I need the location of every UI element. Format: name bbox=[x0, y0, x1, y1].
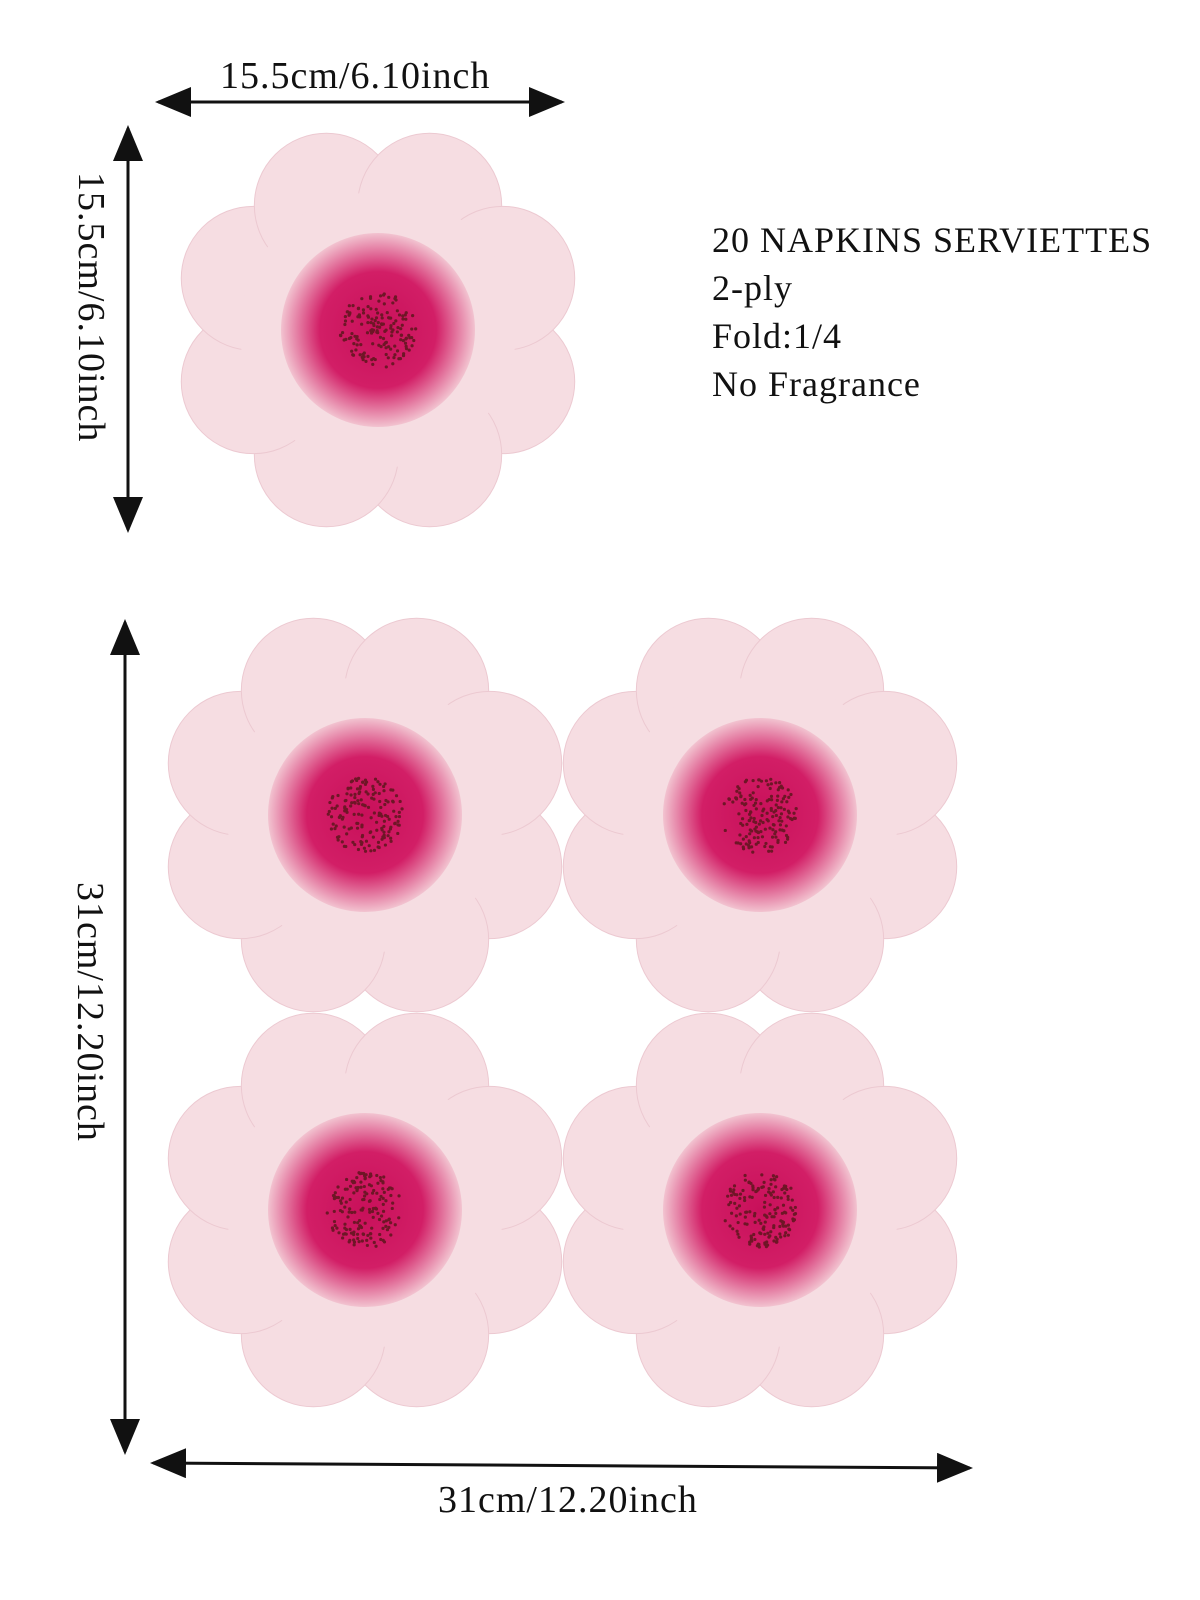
flower-center bbox=[663, 718, 857, 912]
info-fold: Fold:1/4 bbox=[712, 316, 843, 356]
info-ply: 2-ply bbox=[712, 268, 793, 308]
unfolded-quarter-tl bbox=[167, 617, 563, 1013]
single-height-label: 15.5cm/6.10inch bbox=[70, 172, 112, 443]
unfolded-quarter-bl bbox=[167, 1012, 563, 1408]
flower-center bbox=[268, 1113, 462, 1307]
unfolded-height-label: 31cm/12.20inch bbox=[69, 882, 111, 1142]
unfolded-width-arrow bbox=[150, 1448, 973, 1483]
single-width-label: 15.5cm/6.10inch bbox=[220, 55, 491, 97]
flower-center bbox=[663, 1113, 857, 1307]
unfolded-quarter-tr bbox=[562, 617, 958, 1013]
product-info: 20 NAPKINS SERVIETTES 2-ply Fold:1/4 No … bbox=[712, 216, 1152, 408]
info-count: 20 NAPKINS SERVIETTES bbox=[712, 220, 1153, 260]
unfolded-quarter-br bbox=[562, 1012, 958, 1408]
unfolded-width-label: 31cm/12.20inch bbox=[438, 1479, 698, 1521]
single-napkin bbox=[180, 132, 576, 528]
info-fragrance: No Fragrance bbox=[712, 364, 921, 404]
flower-center bbox=[268, 718, 462, 912]
